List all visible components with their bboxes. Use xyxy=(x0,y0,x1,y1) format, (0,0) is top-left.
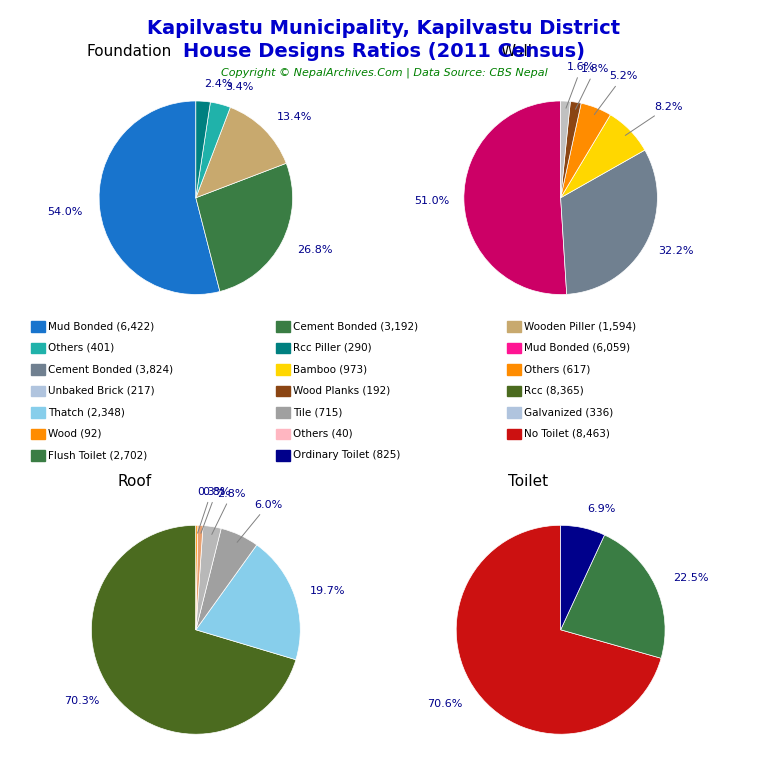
Text: Toilet: Toilet xyxy=(508,474,548,488)
Text: Others (617): Others (617) xyxy=(524,364,590,375)
Text: 22.5%: 22.5% xyxy=(673,574,708,584)
Text: Kapilvastu Municipality, Kapilvastu District: Kapilvastu Municipality, Kapilvastu Dist… xyxy=(147,19,621,38)
Text: No Toilet (8,463): No Toilet (8,463) xyxy=(524,429,610,439)
Text: 54.0%: 54.0% xyxy=(47,207,82,217)
Text: Thatch (2,348): Thatch (2,348) xyxy=(48,407,124,418)
Text: Wood (92): Wood (92) xyxy=(48,429,101,439)
Wedge shape xyxy=(464,101,567,294)
Text: Rcc Piller (290): Rcc Piller (290) xyxy=(293,343,372,353)
Wedge shape xyxy=(561,103,611,198)
Text: 2.4%: 2.4% xyxy=(204,79,233,89)
Wedge shape xyxy=(196,164,293,292)
Text: 32.2%: 32.2% xyxy=(658,246,694,256)
Wedge shape xyxy=(91,525,296,734)
Wedge shape xyxy=(196,102,230,198)
Text: 2.8%: 2.8% xyxy=(212,488,246,535)
Text: Wood Planks (192): Wood Planks (192) xyxy=(293,386,391,396)
Text: Mud Bonded (6,059): Mud Bonded (6,059) xyxy=(524,343,630,353)
Text: 51.0%: 51.0% xyxy=(414,197,449,207)
Text: 70.6%: 70.6% xyxy=(427,699,462,709)
Text: House Designs Ratios (2011 Census): House Designs Ratios (2011 Census) xyxy=(183,42,585,61)
Text: Flush Toilet (2,702): Flush Toilet (2,702) xyxy=(48,450,147,461)
Text: Wooden Piller (1,594): Wooden Piller (1,594) xyxy=(524,321,636,332)
Wedge shape xyxy=(196,108,286,198)
Text: Foundation: Foundation xyxy=(87,45,172,59)
Text: Roof: Roof xyxy=(118,474,151,488)
Text: 0.3%: 0.3% xyxy=(197,487,225,533)
Text: 70.3%: 70.3% xyxy=(64,697,100,707)
Wedge shape xyxy=(561,101,581,198)
Wedge shape xyxy=(196,525,203,630)
Text: 8.2%: 8.2% xyxy=(625,101,683,135)
Wedge shape xyxy=(456,525,661,734)
Text: Cement Bonded (3,192): Cement Bonded (3,192) xyxy=(293,321,419,332)
Text: 3.4%: 3.4% xyxy=(225,82,253,92)
Text: 5.2%: 5.2% xyxy=(594,71,637,114)
Text: Copyright © NepalArchives.Com | Data Source: CBS Nepal: Copyright © NepalArchives.Com | Data Sou… xyxy=(220,68,548,78)
Text: Tile (715): Tile (715) xyxy=(293,407,343,418)
Text: Bamboo (973): Bamboo (973) xyxy=(293,364,368,375)
Wedge shape xyxy=(196,525,198,630)
Text: Cement Bonded (3,824): Cement Bonded (3,824) xyxy=(48,364,173,375)
Text: 6.9%: 6.9% xyxy=(588,505,615,515)
Wedge shape xyxy=(561,535,665,658)
Text: Others (40): Others (40) xyxy=(293,429,353,439)
Text: 19.7%: 19.7% xyxy=(310,586,345,596)
Text: Mud Bonded (6,422): Mud Bonded (6,422) xyxy=(48,321,154,332)
Wedge shape xyxy=(196,101,210,198)
Wedge shape xyxy=(196,525,221,630)
Text: 6.0%: 6.0% xyxy=(237,500,282,542)
Text: Ordinary Toilet (825): Ordinary Toilet (825) xyxy=(293,450,401,461)
Text: 13.4%: 13.4% xyxy=(276,112,312,122)
Wedge shape xyxy=(561,525,604,630)
Text: Others (401): Others (401) xyxy=(48,343,114,353)
Text: 0.8%: 0.8% xyxy=(201,487,230,533)
Text: 26.8%: 26.8% xyxy=(297,245,333,255)
Wedge shape xyxy=(561,150,657,294)
Text: Unbaked Brick (217): Unbaked Brick (217) xyxy=(48,386,154,396)
Wedge shape xyxy=(99,101,220,294)
Wedge shape xyxy=(561,101,571,198)
Text: Galvanized (336): Galvanized (336) xyxy=(524,407,613,418)
Text: 1.6%: 1.6% xyxy=(566,62,595,108)
Text: Wall: Wall xyxy=(500,45,532,59)
Wedge shape xyxy=(196,545,300,660)
Wedge shape xyxy=(561,114,645,198)
Wedge shape xyxy=(196,528,257,630)
Text: Rcc (8,365): Rcc (8,365) xyxy=(524,386,584,396)
Text: 1.8%: 1.8% xyxy=(575,64,610,109)
